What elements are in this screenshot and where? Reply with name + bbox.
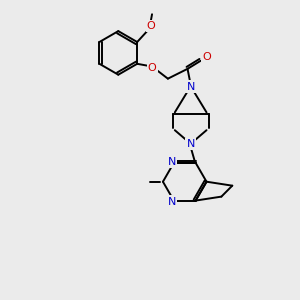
Text: N: N xyxy=(168,157,176,167)
Text: O: O xyxy=(147,21,155,31)
Text: O: O xyxy=(148,63,156,73)
Text: O: O xyxy=(202,52,211,62)
Text: N: N xyxy=(168,196,176,207)
Text: N: N xyxy=(187,139,195,149)
Text: N: N xyxy=(187,82,195,92)
